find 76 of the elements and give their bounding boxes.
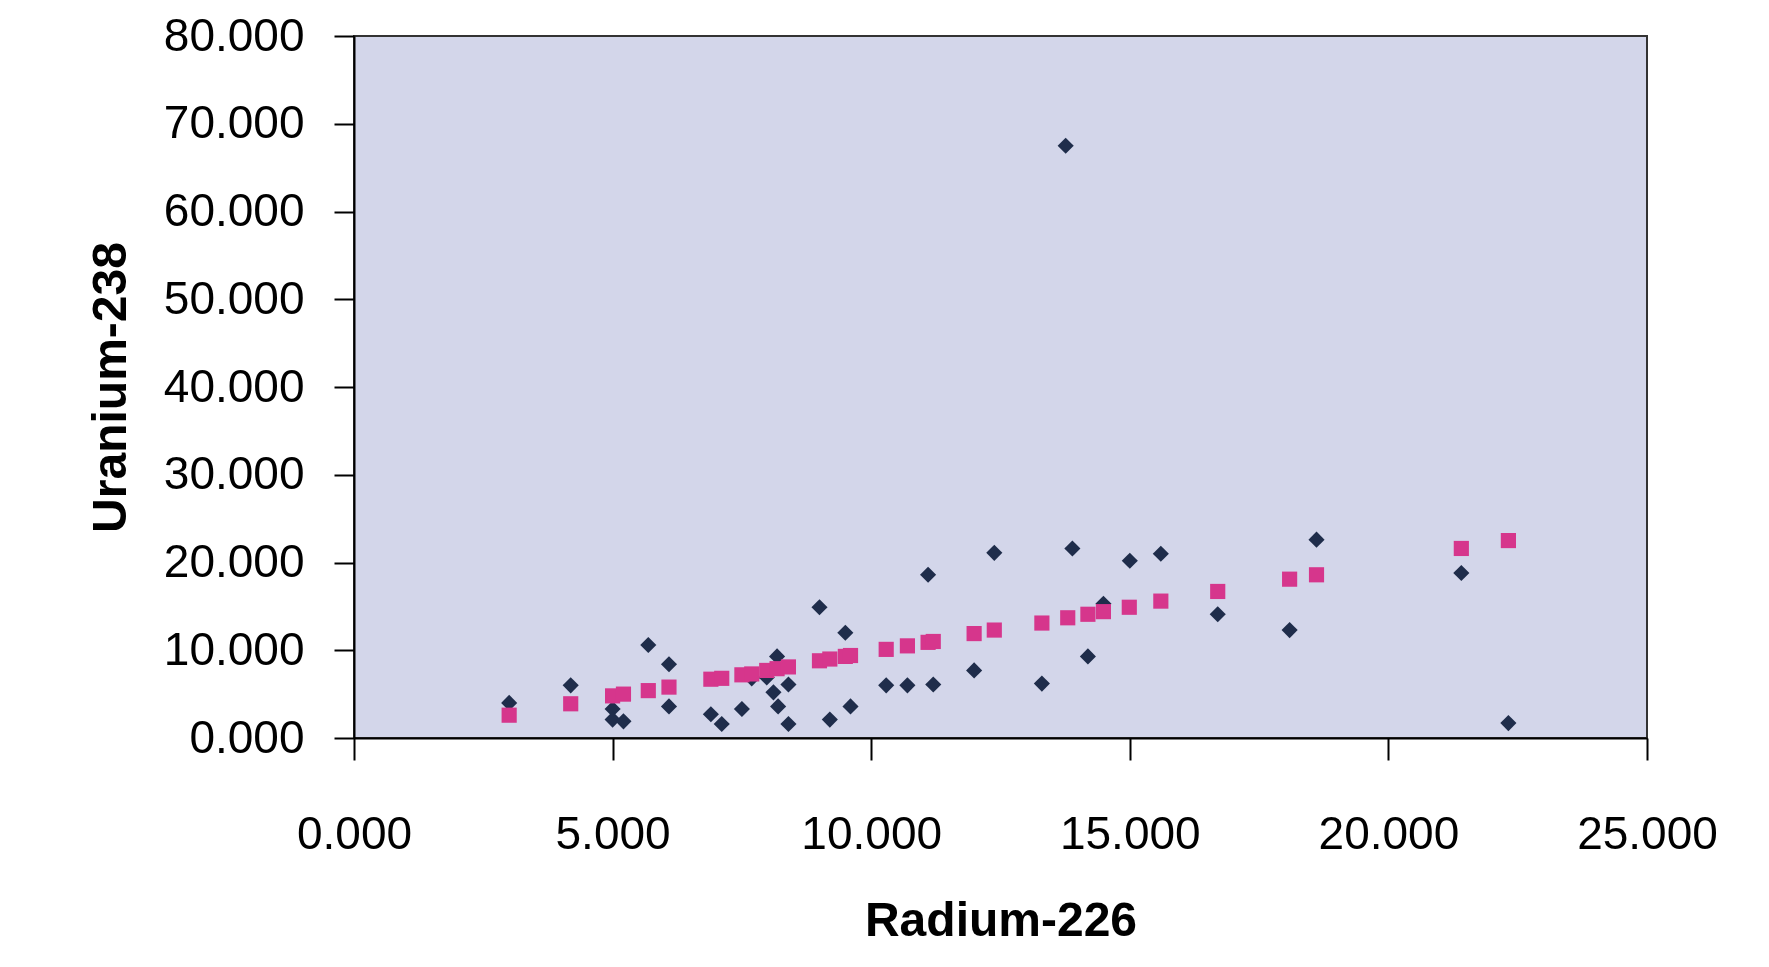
- point: [780, 676, 797, 693]
- point: [821, 711, 838, 728]
- y-tick-label: 60.000: [163, 184, 305, 236]
- point: [1034, 615, 1050, 631]
- point: [770, 698, 787, 715]
- point: [837, 624, 854, 641]
- point: [563, 696, 579, 712]
- point: [501, 707, 517, 723]
- point: [1500, 532, 1516, 549]
- point: [986, 544, 1003, 561]
- point: [899, 677, 916, 694]
- point: [1282, 571, 1298, 587]
- point: [842, 698, 859, 715]
- point: [878, 677, 895, 694]
- y-tick-label: 70.000: [163, 96, 305, 149]
- point: [822, 651, 838, 667]
- y-tick-label: 20.000: [163, 535, 305, 587]
- point: [966, 625, 982, 642]
- point: [1500, 715, 1517, 732]
- point: [1033, 675, 1050, 692]
- x-tick-label: 0.000: [296, 806, 413, 859]
- y-tick-label: 40.000: [163, 359, 305, 412]
- x-axis-title: Radium-226: [864, 892, 1138, 946]
- point: [660, 698, 678, 715]
- point: [615, 686, 632, 702]
- point: [1057, 137, 1074, 154]
- point: [966, 662, 983, 679]
- point: [780, 659, 797, 675]
- point: [744, 666, 760, 682]
- point: [615, 713, 632, 730]
- x-tick-label: 5.000: [555, 806, 671, 859]
- x-tick-label: 10.000: [801, 806, 943, 859]
- y-tick-label: 80.000: [163, 8, 305, 61]
- point: [1079, 648, 1096, 665]
- point: [1121, 552, 1138, 569]
- point: [780, 715, 797, 733]
- point: [1060, 610, 1076, 626]
- point: [1308, 567, 1325, 583]
- point: [1064, 540, 1081, 557]
- x-tick-label: 20.000: [1318, 806, 1460, 859]
- x-tick-label: 25.000: [1577, 806, 1718, 859]
- y-tick-label: 10.000: [163, 622, 305, 675]
- point: [925, 633, 941, 650]
- x-tick-label: 15.000: [1059, 806, 1201, 859]
- y-axis-title: Uranium-238: [82, 242, 136, 533]
- point: [1095, 604, 1112, 620]
- point: [714, 670, 730, 686]
- point: [660, 656, 678, 673]
- point: [925, 676, 942, 693]
- point: [562, 677, 579, 694]
- point: [733, 700, 750, 718]
- point: [1281, 622, 1298, 639]
- point: [702, 706, 719, 723]
- point: [842, 647, 859, 664]
- point: [1121, 599, 1137, 615]
- point: [765, 684, 782, 701]
- point: [640, 683, 656, 699]
- point: [811, 599, 828, 616]
- point: [1209, 606, 1226, 623]
- point: [661, 679, 677, 695]
- point: [1453, 564, 1470, 582]
- point: [713, 715, 730, 733]
- point: [1453, 540, 1469, 557]
- point: [1210, 583, 1226, 600]
- point: [1308, 531, 1325, 548]
- point: [920, 566, 937, 583]
- point: [899, 638, 915, 654]
- point: [1152, 545, 1169, 562]
- y-tick-label: 0.000: [189, 710, 305, 763]
- point: [986, 622, 1002, 638]
- y-tick-label: 30.000: [163, 447, 305, 500]
- point: [878, 641, 894, 657]
- point: [1080, 606, 1096, 622]
- point: [1153, 593, 1169, 609]
- point: [640, 636, 657, 654]
- y-tick-label: 50.000: [163, 271, 305, 324]
